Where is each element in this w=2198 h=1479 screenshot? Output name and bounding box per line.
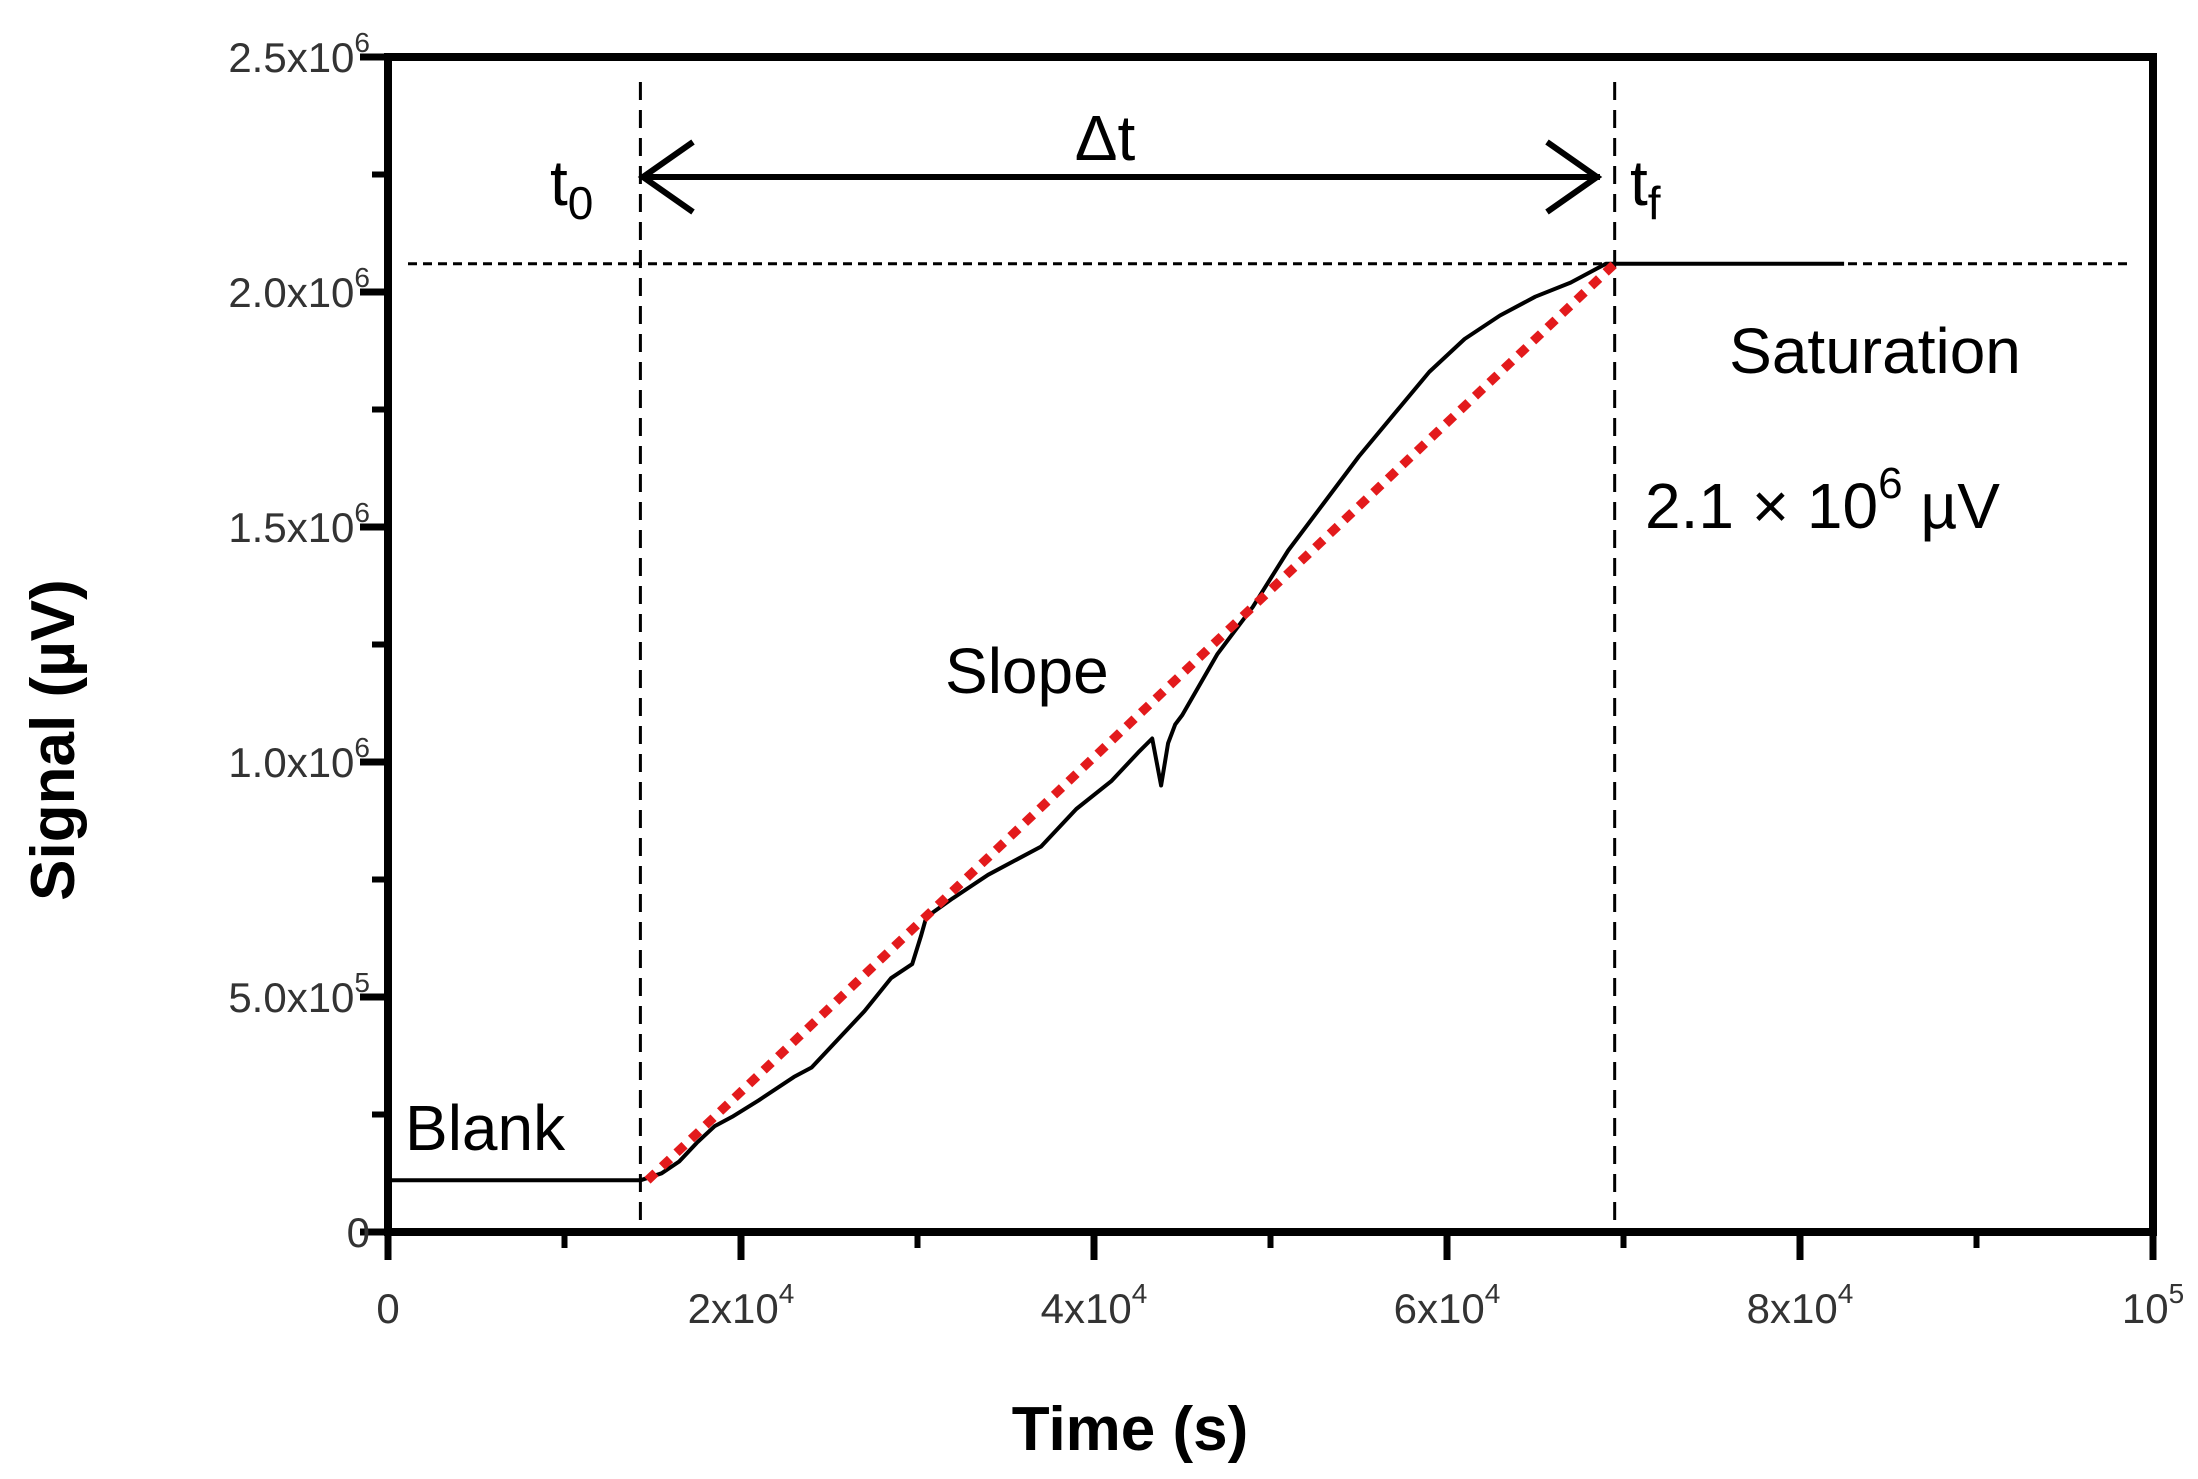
x-tick-label-exponent: 4 <box>1838 1278 1854 1309</box>
y-tick-label-exponent: 6 <box>354 497 370 528</box>
y-tick-label-exponent: 6 <box>354 27 370 58</box>
delta-t-arrow-left-head <box>637 139 695 215</box>
tf-label-subscript: f <box>1648 177 1661 229</box>
y-tick-label-exponent: 6 <box>354 732 370 763</box>
delta-t-arrow <box>637 139 1603 215</box>
x-tick-label-exponent: 4 <box>1485 1278 1501 1309</box>
x-tick-label-4: 8x104 <box>1747 1278 1854 1332</box>
y-tick-label-mantissa: 0 <box>347 1209 370 1256</box>
x-tick-label-3: 6x104 <box>1394 1278 1501 1332</box>
x-tick-label-mantissa: 6x10 <box>1394 1285 1485 1332</box>
y-tick-label-0: 0 <box>347 1209 370 1256</box>
y-tick-label-exponent: 5 <box>354 967 370 998</box>
x-tick-label-2: 4x104 <box>1041 1278 1148 1332</box>
reference-lines <box>408 82 2133 1232</box>
signal-trace-line <box>388 261 1845 1183</box>
saturation-label: Saturation <box>1729 315 2021 387</box>
t0-label-base: t <box>550 147 568 219</box>
saturation-value-exponent: 6 <box>1878 459 1902 508</box>
x-tick-label-0: 0 <box>376 1285 399 1332</box>
y-tick-label-2: 1.0x106 <box>228 732 370 786</box>
x-tick-label-exponent: 4 <box>779 1278 795 1309</box>
x-axis-title: Time (s) <box>1012 1395 1249 1464</box>
y-tick-label-mantissa: 2.0x10 <box>228 269 354 316</box>
y-axis-title: Signal (µV) <box>19 579 88 901</box>
plot-frame <box>384 53 2157 1236</box>
y-tick-label-3: 1.5x106 <box>228 497 370 551</box>
series-layer <box>388 260 1845 1184</box>
y-tick-label-exponent: 6 <box>354 262 370 293</box>
tf-label: tf <box>1630 147 1661 229</box>
slope-label: Slope <box>945 635 1109 707</box>
x-axis: 0 2x104 4x104 6x104 8x104 105 <box>376 1232 2184 1332</box>
x-tick-label-5: 105 <box>2122 1278 2184 1332</box>
x-tick-label-mantissa: 2x10 <box>688 1285 779 1332</box>
x-tick-label-exponent: 5 <box>2169 1278 2185 1309</box>
y-tick-label-mantissa: 1.0x10 <box>228 739 354 786</box>
x-tick-label-mantissa: 8x10 <box>1747 1285 1838 1332</box>
y-tick-label-4: 2.0x106 <box>228 262 370 316</box>
x-tick-label-1: 2x104 <box>688 1278 795 1332</box>
x-tick-label-mantissa: 4x10 <box>1041 1285 1132 1332</box>
y-tick-label-mantissa: 2.5x10 <box>228 34 354 81</box>
x-tick-label-exponent: 4 <box>1132 1278 1148 1309</box>
linear-fit-line <box>644 260 1618 1184</box>
t0-label: t0 <box>550 147 593 229</box>
saturation-value: 2.1 × 106 µV <box>1645 459 2000 542</box>
x-tick-label-mantissa: 10 <box>2122 1285 2169 1332</box>
delta-t-arrow-right-head <box>1545 139 1603 215</box>
saturation-value-prefix: 2.1 × 10 <box>1645 470 1878 542</box>
saturation-value-unit: µV <box>1903 470 2001 542</box>
tf-label-base: t <box>1630 147 1648 219</box>
y-tick-label-mantissa: 1.5x10 <box>228 504 354 551</box>
y-tick-label-5: 2.5x106 <box>228 27 370 81</box>
y-tick-label-mantissa: 5.0x10 <box>228 974 354 1021</box>
t0-label-subscript: 0 <box>568 177 594 229</box>
x-tick-label-mantissa: 0 <box>376 1285 399 1332</box>
blank-label: Blank <box>405 1092 566 1164</box>
delta-t-label: Δt <box>1075 102 1136 174</box>
y-tick-label-1: 5.0x105 <box>228 967 370 1021</box>
